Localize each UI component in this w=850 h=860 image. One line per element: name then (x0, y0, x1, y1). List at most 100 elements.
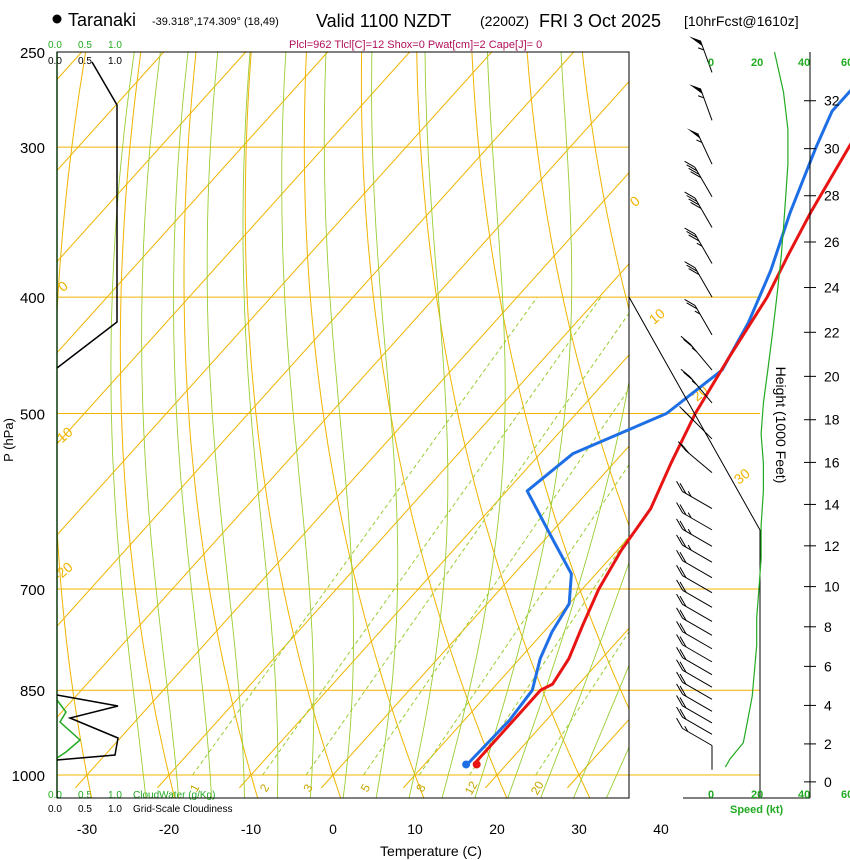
cloudiness-label: Grid-Scale Cloudiness (133, 804, 233, 815)
cloudiness-tick: 0.0 (48, 56, 62, 67)
cloudwater-tick: 1.0 (108, 790, 122, 801)
wind-barb (676, 634, 713, 663)
height-tick-label: 30 (824, 141, 840, 157)
moist-adiabat-line (371, 52, 399, 798)
p-tick-label: 700 (20, 582, 45, 599)
mixing-ratio-line (418, 463, 629, 776)
wind-barb (677, 441, 713, 473)
wind-speed-line (724, 51, 789, 768)
isotherm-line (403, 536, 629, 789)
cloudiness-profile (56, 61, 118, 369)
dry-adiabat-line (581, 52, 629, 312)
moist-adiabat-line (573, 664, 629, 798)
cloudiness-tick: 1.0 (108, 56, 122, 67)
mixing-ratio-line (192, 296, 538, 776)
moist-adiabat-line (474, 52, 573, 798)
isobar-lines (57, 51, 760, 776)
cloudwater-tick: 0.0 (48, 40, 62, 51)
p-tick-label: 250 (20, 45, 45, 62)
moist-adiabat-line (242, 52, 279, 798)
dry-adiabat-line (360, 52, 508, 798)
cloudiness-tick: 0.5 (78, 56, 92, 67)
dry-adiabat-line (119, 52, 176, 798)
speed-axis-top: 0 20 40 60 (708, 57, 850, 69)
speed-tick: 60 (841, 57, 850, 69)
height-tick-label: 26 (824, 234, 840, 250)
cloudwater-tick: 0.5 (78, 790, 92, 801)
wind-barb (676, 607, 713, 636)
p-tick-label: 400 (20, 290, 45, 307)
p-tick-label: 300 (20, 140, 45, 157)
x-tick-label: 20 (489, 821, 505, 837)
height-tick-label: 8 (824, 619, 832, 635)
dry-adiabat-line (57, 52, 93, 798)
x-axis-label: Temperature (C) (380, 843, 482, 859)
moist-adiabat-line (605, 746, 629, 798)
x-tick-label: -20 (159, 821, 179, 837)
mixing-ratio-labels: 1 2 3 5 8 12 20 (187, 778, 547, 797)
mixing-ratio-label: 12 (462, 778, 481, 797)
cloudwater-profile-low (56, 699, 82, 759)
moist-adiabat-line (281, 52, 315, 798)
wind-barb (676, 706, 713, 735)
isotherm-line (157, 263, 629, 789)
height-axis-label: Height (1000 Feet) (773, 367, 789, 484)
wind-barb (676, 550, 713, 579)
mixing-ratio-label: 2 (257, 781, 273, 794)
isotherm-line (57, 52, 411, 445)
header-valid: Valid 1100 NZDT (316, 11, 451, 31)
cloudwater-tick: 1.0 (108, 40, 122, 51)
temperature-line (472, 142, 850, 766)
height-tick-label: 0 (824, 774, 832, 790)
cloudiness-tick: 0.0 (48, 804, 62, 815)
height-tick-label: 12 (824, 538, 840, 554)
surface-dewpoint-marker (462, 760, 471, 769)
wind-barb (676, 593, 713, 622)
cloudwater-tick: 0.5 (78, 40, 92, 51)
isotherm-line (485, 627, 629, 789)
y-axis-label: P (hPa) (1, 418, 16, 462)
isotherm-label: -20 (50, 558, 76, 583)
isotherm-line (57, 52, 329, 354)
moist-adiabat-line (408, 52, 449, 798)
wind-barb (676, 480, 713, 510)
isotherm-line (57, 52, 247, 263)
wind-barb (689, 36, 713, 73)
moist-adiabat-line (141, 52, 180, 798)
wind-barb (676, 534, 713, 563)
height-tick-label: 22 (824, 324, 840, 340)
speed-axis-label: Speed (kt) (730, 804, 784, 816)
header-location: Taranaki (68, 10, 136, 30)
header-coords: -39.318°,174.309° (18,49) (152, 16, 279, 28)
height-tick-label: 4 (824, 697, 832, 713)
wind-barb (684, 227, 713, 264)
dry-adiabat-line (471, 52, 629, 710)
height-tick-label: 32 (824, 93, 840, 109)
wind-barb (689, 84, 713, 121)
moist-adiabat-line (441, 52, 506, 798)
dry-adiabat-line (526, 52, 629, 527)
p-tick-label: 500 (20, 407, 45, 424)
cloudiness-profile-low (56, 694, 119, 761)
x-tick-label: -30 (77, 821, 97, 837)
speed-tick: 60 (841, 789, 850, 801)
cloud-axis-top: 0.0 0.5 1.0 0.0 0.5 1.0 (48, 40, 122, 67)
x-axis: -30 -20 -10 0 10 20 30 40 (77, 821, 669, 837)
wind-barb (684, 191, 713, 228)
height-tick-label: 6 (824, 658, 832, 674)
x-tick-label: 30 (571, 821, 587, 837)
wind-barb (676, 671, 713, 700)
cloudiness-tick: 0.5 (78, 804, 92, 815)
wind-barb (676, 518, 713, 547)
wind-barb (679, 406, 713, 440)
wind-barb (676, 659, 713, 688)
wind-barb (684, 261, 713, 298)
p-axis: 250 300 400 500 700 850 1000 (12, 45, 45, 785)
height-tick-label: 10 (824, 579, 840, 595)
x-tick-label: 0 (329, 821, 337, 837)
adiabat-grid (57, 52, 629, 798)
wind-barb (680, 368, 713, 404)
